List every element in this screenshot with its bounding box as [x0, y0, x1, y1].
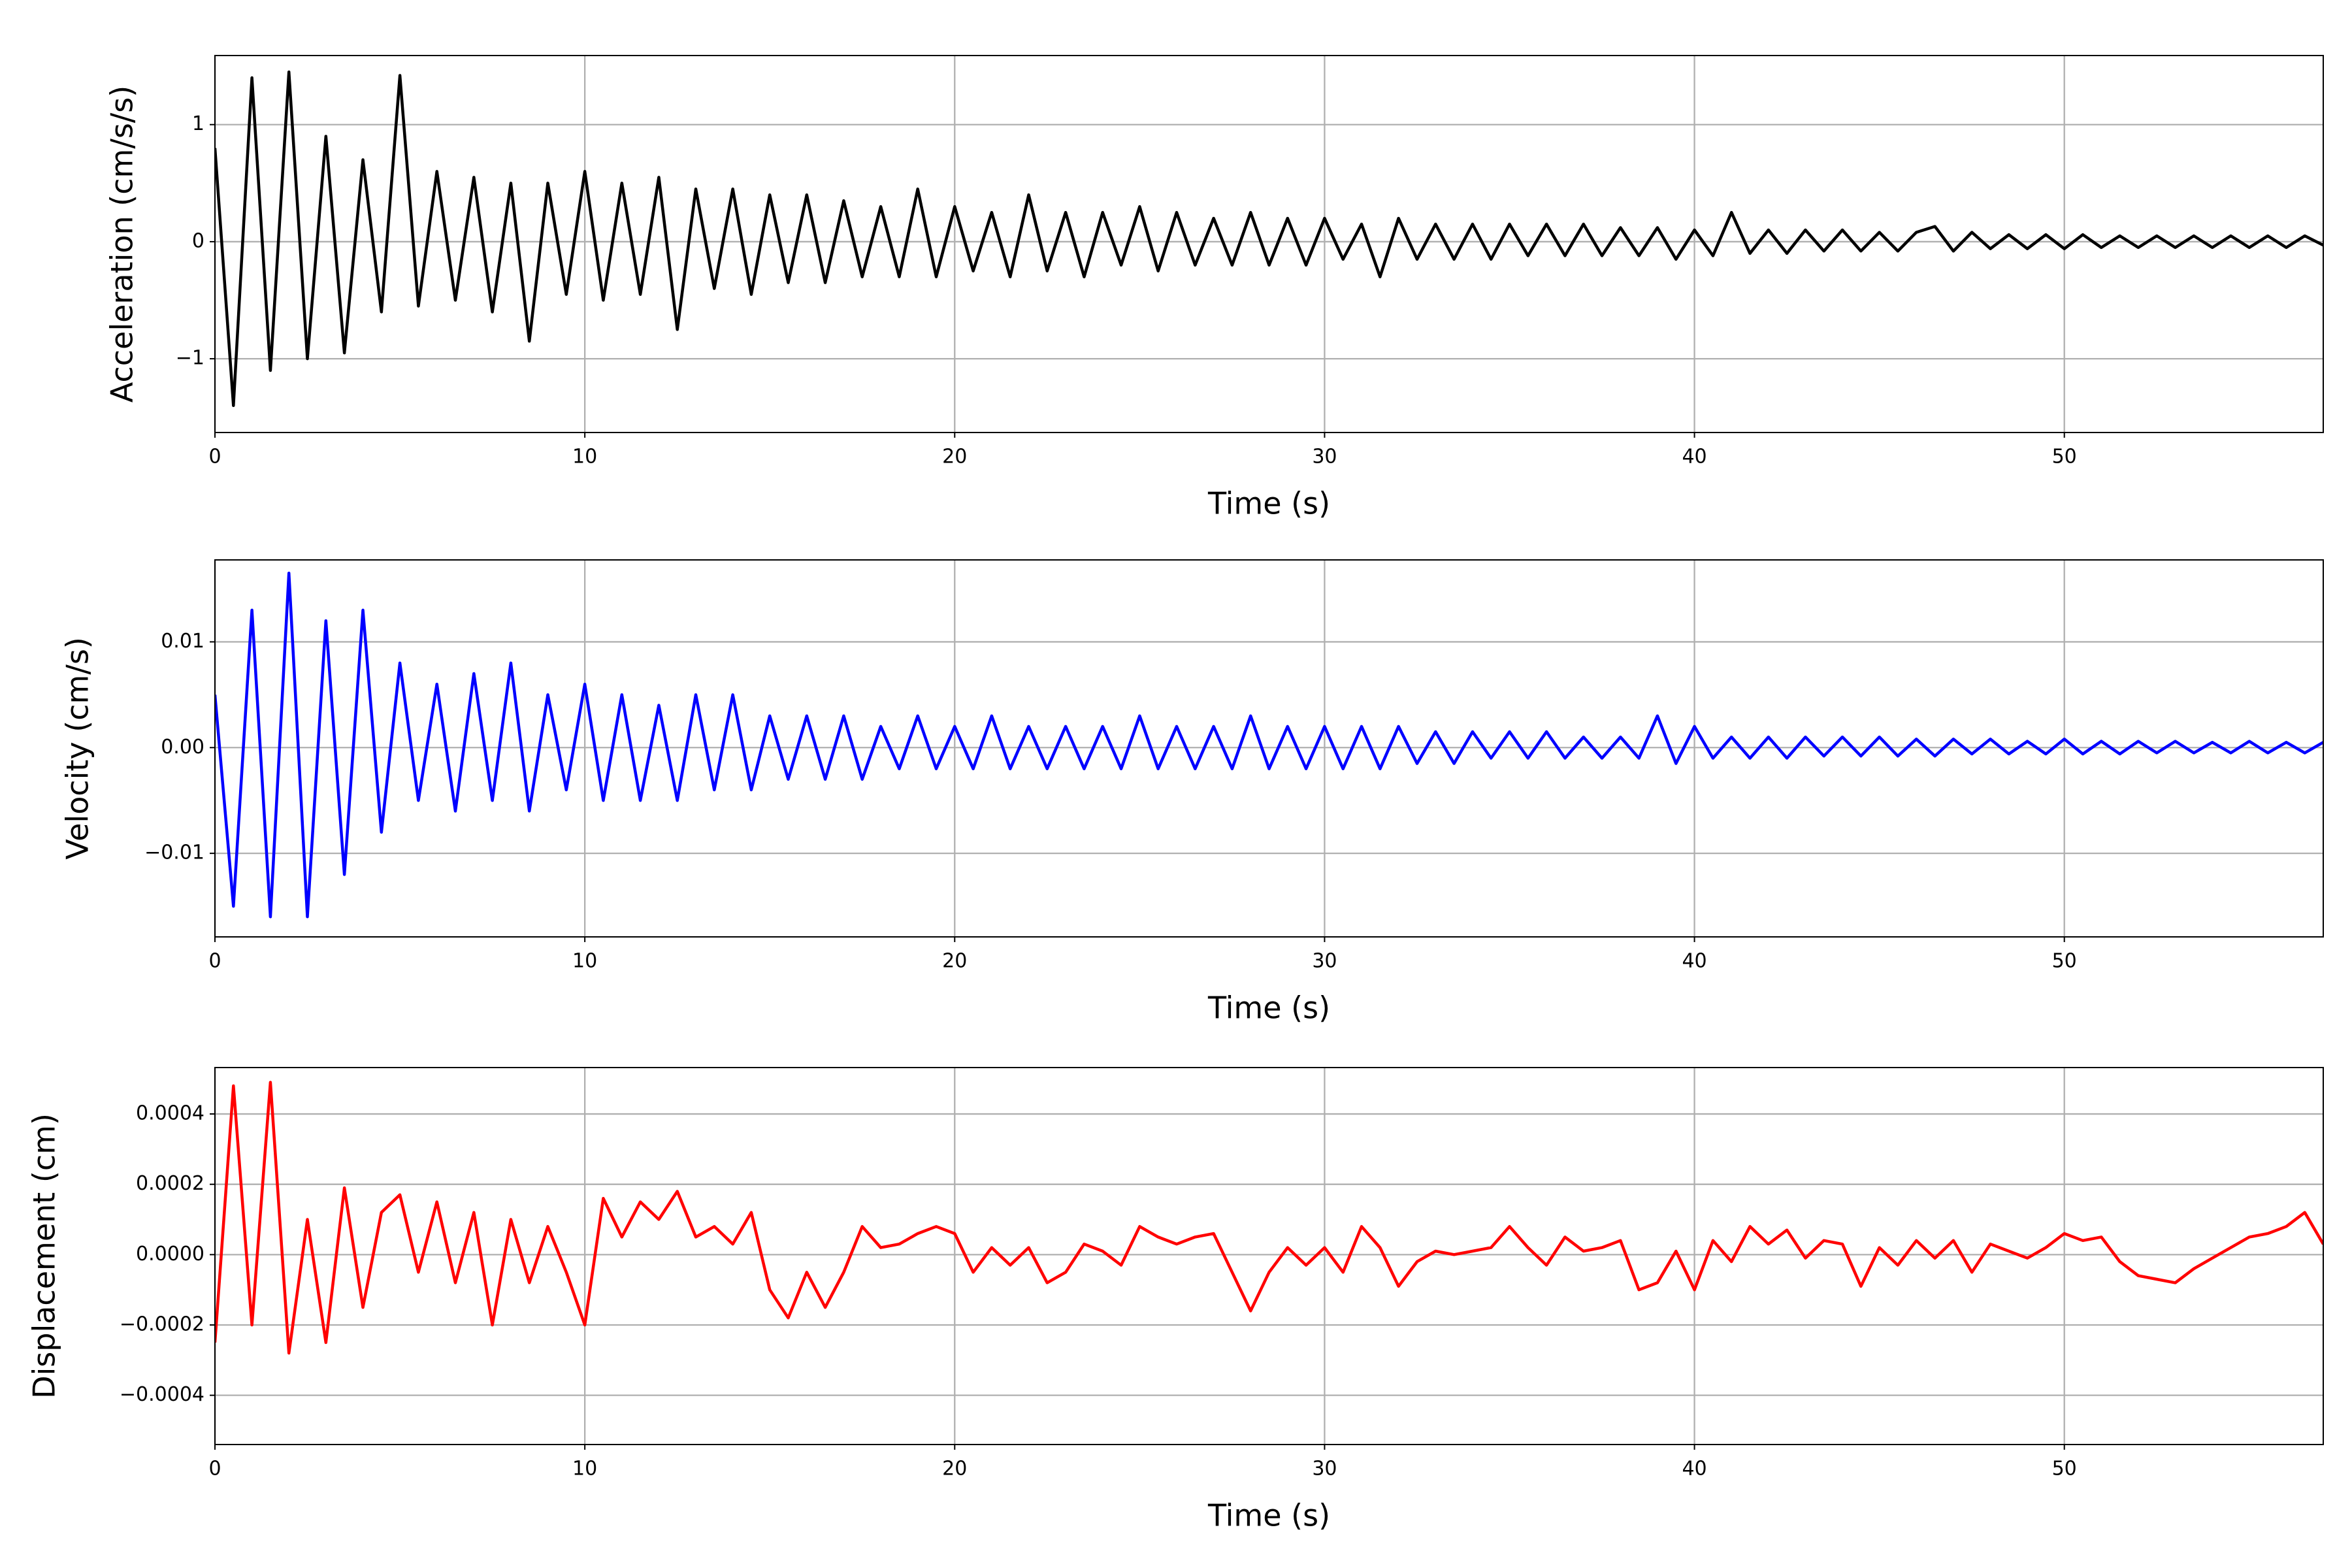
data-line — [215, 1081, 2323, 1355]
y-tick-label: −1 — [176, 347, 204, 370]
x-tick-label: 0 — [208, 950, 221, 973]
y-axis-label: Acceleration (cm/s/s) — [105, 86, 140, 402]
x-tick-label: 30 — [1312, 1458, 1337, 1480]
x-axis-label: Time (s) — [1207, 486, 1330, 521]
x-tick-label: 20 — [942, 446, 967, 468]
y-axis-label: Velocity (cm/s) — [60, 637, 95, 860]
y-tick-label: 1 — [192, 112, 204, 135]
x-tick-label: 10 — [572, 446, 597, 468]
y-tick-label: 0 — [192, 229, 204, 252]
plot-frame — [214, 55, 2324, 433]
plot-frame — [214, 1067, 2324, 1445]
data-line — [215, 571, 2323, 919]
x-tick-label: 0 — [208, 446, 221, 468]
x-tick-label: 30 — [1312, 950, 1337, 973]
x-tick-label: 10 — [572, 950, 597, 973]
x-axis-label: Time (s) — [1207, 1498, 1330, 1533]
y-tick-label: −0.0004 — [120, 1383, 204, 1406]
y-axis-label: Displacement (cm) — [27, 1113, 62, 1399]
y-tick-label: 0.0002 — [136, 1172, 204, 1195]
x-tick-label: 40 — [1682, 1458, 1707, 1480]
x-tick-label: 30 — [1312, 446, 1337, 468]
y-tick-label: 0.0004 — [136, 1102, 204, 1125]
x-tick-label: 20 — [942, 1458, 967, 1480]
x-tick-label: 10 — [572, 1458, 597, 1480]
x-tick-label: 20 — [942, 950, 967, 973]
x-tick-label: 50 — [2052, 1458, 2077, 1480]
data-line — [215, 70, 2323, 408]
x-tick-label: 50 — [2052, 446, 2077, 468]
y-tick-label: 0.0000 — [136, 1243, 204, 1266]
x-tick-label: 0 — [208, 1458, 221, 1480]
x-tick-label: 40 — [1682, 950, 1707, 973]
y-tick-label: −0.01 — [144, 841, 204, 864]
y-tick-label: 0.01 — [161, 630, 204, 653]
x-tick-label: 50 — [2052, 950, 2077, 973]
x-axis-label: Time (s) — [1207, 990, 1330, 1026]
x-tick-label: 40 — [1682, 446, 1707, 468]
y-tick-label: 0.00 — [161, 736, 204, 759]
plot-frame — [214, 559, 2324, 938]
y-tick-label: −0.0002 — [120, 1313, 204, 1335]
